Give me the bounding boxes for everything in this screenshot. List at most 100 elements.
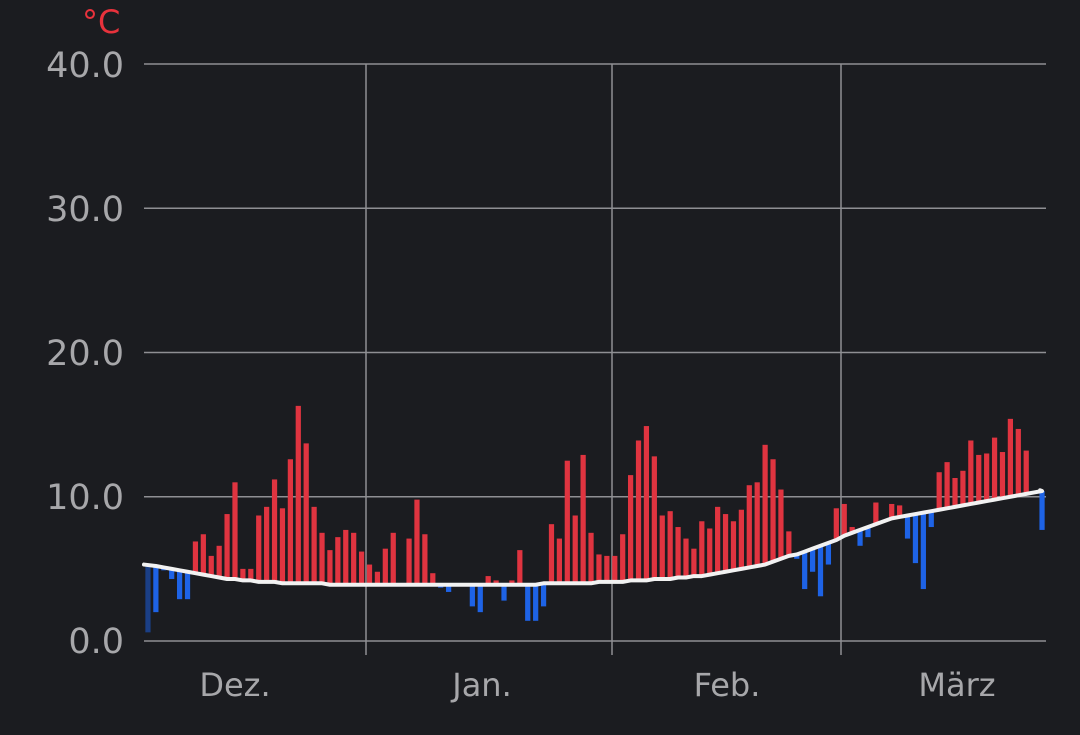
temperature-bar — [493, 580, 499, 585]
temperature-bar — [944, 462, 950, 509]
temperature-bar — [604, 555, 610, 582]
temperature-bar — [770, 459, 776, 562]
y-tick-label: 10.0 — [46, 478, 124, 518]
temperature-bar — [485, 576, 491, 585]
temperature-bar — [960, 470, 966, 506]
temperature-bar — [833, 508, 839, 541]
temperature-bar — [635, 440, 642, 581]
temperature-bar — [659, 515, 665, 579]
temperature-bar — [786, 531, 792, 556]
y-tick-label: 20.0 — [46, 334, 124, 374]
normal-line — [142, 488, 1045, 587]
temperature-bar — [707, 528, 713, 575]
temperature-bar — [699, 521, 705, 577]
temperature-bar — [390, 532, 396, 585]
temperature-bar — [643, 426, 650, 581]
temperature-bar — [192, 541, 199, 574]
temperature-bar — [802, 551, 808, 590]
temperature-bar — [809, 548, 816, 572]
temperature-bar — [366, 564, 373, 585]
normal-temperature-line — [142, 488, 1045, 587]
temperature-bar — [256, 515, 262, 582]
temperature-bar — [920, 512, 926, 590]
temperature-bar — [279, 508, 286, 584]
temperature-bar — [897, 505, 903, 517]
temperature-bar — [240, 568, 246, 581]
temperature-bar — [540, 583, 547, 607]
temperature-bar — [612, 555, 618, 582]
temperature-bar — [841, 503, 847, 536]
temperature-bar — [311, 506, 317, 584]
temperature-bar — [216, 545, 222, 578]
temperature-bar — [778, 489, 784, 559]
temperature-bar — [691, 548, 697, 577]
temperature-bar — [176, 570, 183, 600]
temperature-bar — [224, 514, 230, 579]
temperature-bar — [351, 532, 357, 585]
temperature-bar — [1007, 418, 1013, 497]
temperature-bar — [287, 459, 293, 584]
y-tick-label: 40.0 — [46, 46, 124, 86]
temperature-bar — [849, 527, 855, 533]
temperature-bar — [382, 548, 388, 585]
temperature-bar — [675, 527, 681, 578]
temperature-bar — [968, 440, 974, 504]
temperature-bar — [1039, 490, 1045, 530]
temperature-bar — [825, 542, 832, 565]
temperature-bar — [501, 584, 507, 601]
temperature-bar — [667, 511, 673, 579]
temperature-bar — [928, 511, 934, 528]
temperature-bar — [414, 499, 420, 585]
x-tick-label: März — [918, 666, 995, 704]
temperature-bar — [374, 571, 381, 585]
temperature-bar — [746, 485, 752, 568]
y-tick-label: 30.0 — [46, 190, 124, 230]
x-tick-labels: Dez. Jan. Feb. März — [199, 666, 995, 704]
temperature-bar — [446, 584, 452, 592]
temperature-bar — [548, 524, 555, 584]
temperature-bar — [936, 472, 942, 510]
x-tick-label: Jan. — [450, 666, 512, 704]
temperature-bar — [232, 482, 238, 579]
unit-label: °C — [82, 3, 120, 41]
temperature-bar — [564, 460, 570, 584]
temperature-bar — [889, 503, 895, 519]
temperature-bar — [264, 506, 270, 582]
temperature-bar — [952, 478, 958, 507]
temperature-bar — [794, 554, 800, 559]
temperature-bar — [509, 580, 515, 585]
temperature-bar — [1023, 450, 1029, 494]
temperature-bar — [596, 554, 602, 582]
temperature-bar — [857, 529, 863, 546]
temperature-bar — [873, 502, 879, 525]
temperature-bar — [469, 584, 475, 607]
temperature-bar — [580, 454, 586, 584]
temperature-bar — [271, 479, 278, 582]
temperature-bar — [715, 506, 721, 574]
temperature-bar — [722, 514, 729, 572]
temperature-bar — [651, 456, 657, 579]
temperature-bar — [295, 405, 301, 584]
temperature-bar — [738, 509, 744, 569]
temperature-bar — [588, 532, 594, 584]
temperature-bar — [904, 515, 911, 539]
temperature-bar — [145, 564, 151, 633]
grid — [144, 63, 1046, 655]
temperature-bar — [762, 444, 768, 565]
temperature-bar — [683, 538, 689, 578]
temperature-bar — [620, 534, 626, 582]
temperature-bar — [865, 527, 871, 538]
temperature-bar — [430, 573, 436, 585]
temperature-bar — [1015, 428, 1021, 496]
temperature-bar — [319, 532, 325, 584]
temperature-bar — [991, 437, 998, 500]
temperature-bar — [422, 534, 428, 585]
temperature-bar — [184, 571, 191, 600]
temperature-bar — [169, 568, 175, 579]
y-tick-label: 0.0 — [68, 622, 124, 662]
temperature-bar — [200, 534, 206, 575]
temperature-bar — [406, 538, 412, 585]
temperature-bar — [912, 514, 919, 564]
temperature-bar — [248, 568, 254, 581]
y-tick-labels: 0.0 10.0 20.0 30.0 40.0 — [46, 46, 124, 662]
